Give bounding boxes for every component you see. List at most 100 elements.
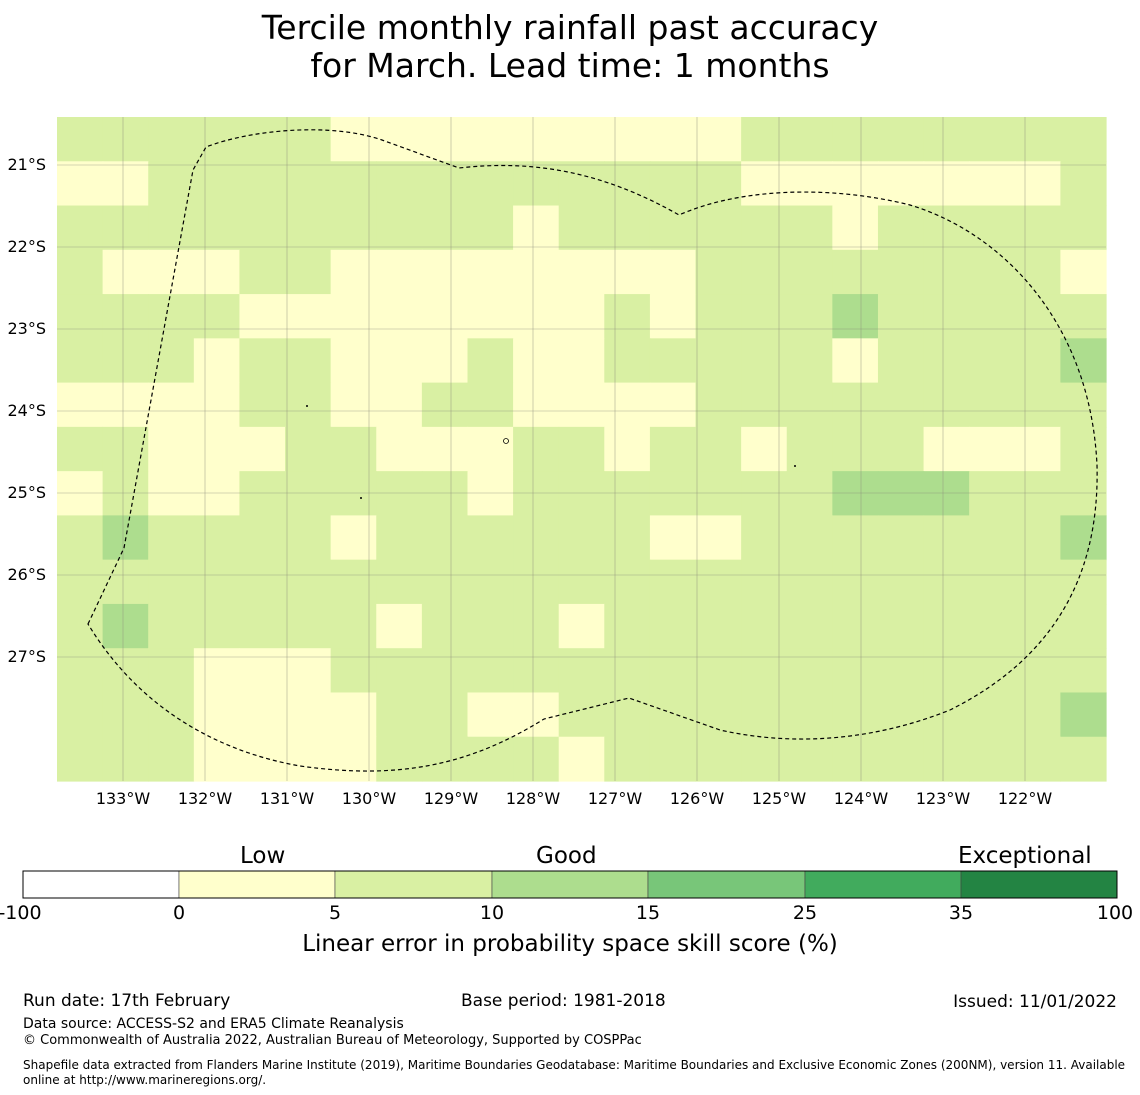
skill-cell <box>193 603 241 649</box>
skill-cell <box>57 161 104 207</box>
skill-cell <box>193 692 241 738</box>
skill-cell <box>467 515 514 561</box>
skill-cell <box>969 559 1016 605</box>
skill-cell <box>57 382 104 428</box>
run-date: Run date: 17th February <box>23 991 231 1011</box>
skill-cell <box>741 338 788 384</box>
lon-label: 124°W <box>833 789 889 808</box>
skill-cell <box>193 426 241 472</box>
skill-cell <box>969 426 1016 472</box>
skill-cell <box>877 736 925 782</box>
skill-cell <box>1060 117 1107 162</box>
skill-cell <box>969 161 1016 207</box>
skill-cell <box>695 692 742 738</box>
lat-label: 24°S <box>7 401 46 420</box>
skill-cell <box>239 294 286 339</box>
skill-cell <box>695 294 742 339</box>
skill-cell <box>102 471 149 516</box>
skill-cell <box>193 161 241 207</box>
skill-cell <box>832 338 879 384</box>
skill-cell <box>57 249 104 295</box>
skill-cell <box>741 471 788 516</box>
lon-label: 125°W <box>751 789 807 808</box>
skill-cell <box>741 603 788 649</box>
colorbar-title: Linear error in probability space skill … <box>302 931 838 957</box>
skill-cell <box>923 294 970 339</box>
skill-cell <box>558 426 605 472</box>
skill-cell <box>695 161 742 207</box>
skill-cell <box>786 692 833 738</box>
lon-label: 123°W <box>915 789 971 808</box>
skill-cell <box>877 648 925 694</box>
skill-cell <box>741 382 788 428</box>
lon-label: 132°W <box>177 789 233 808</box>
skill-cell <box>239 471 286 516</box>
skill-cell <box>57 648 104 694</box>
skill-cell <box>969 603 1016 649</box>
colorbar-tick: 35 <box>948 902 974 924</box>
skill-cell <box>330 294 377 339</box>
skill-cell <box>649 205 697 251</box>
colorbar-tick: 15 <box>635 902 661 924</box>
skill-cell <box>421 382 469 428</box>
skill-cell <box>421 648 469 694</box>
skill-cell <box>148 559 195 605</box>
skill-cell <box>558 161 605 207</box>
skill-cell <box>1060 249 1107 295</box>
skill-cell <box>832 692 879 738</box>
skill-cell <box>376 648 423 694</box>
skill-cell <box>923 161 970 207</box>
base-period: Base period: 1981-2018 <box>461 991 666 1011</box>
skill-cell <box>877 338 925 384</box>
skill-cell <box>239 648 286 694</box>
skill-cell <box>604 249 651 295</box>
skill-cell <box>832 559 879 605</box>
skill-cell <box>741 161 788 207</box>
skill-cell <box>604 515 651 561</box>
colorbar-swatch <box>22 870 180 899</box>
skill-cell <box>285 338 332 384</box>
skill-cell <box>923 736 970 782</box>
skill-cell <box>285 603 332 649</box>
skill-cell <box>1060 338 1107 384</box>
skill-cell <box>786 559 833 605</box>
skill-cell <box>786 294 833 339</box>
skill-cell <box>832 117 879 162</box>
skill-cell <box>877 603 925 649</box>
skill-cell <box>604 692 651 738</box>
skill-cell <box>1060 471 1107 516</box>
skill-cell <box>877 205 925 251</box>
skill-cell <box>832 736 879 782</box>
skill-cell <box>695 736 742 782</box>
skill-cell <box>285 559 332 605</box>
lat-label: 27°S <box>7 647 46 666</box>
colorbar-tick: -100 <box>0 902 42 924</box>
skill-cell <box>1060 692 1107 738</box>
skill-cell <box>832 603 879 649</box>
skill-cell <box>969 648 1016 694</box>
skill-cell <box>285 161 332 207</box>
skill-cell <box>148 515 195 561</box>
colorbar-swatch <box>647 870 806 899</box>
skill-cell <box>1060 603 1107 649</box>
skill-cell <box>741 736 788 782</box>
skill-cell <box>877 249 925 295</box>
shapefile-credit-line2: online at http://www.marineregions.org/. <box>23 1073 267 1087</box>
skill-cell <box>1014 205 1061 251</box>
skill-cell <box>285 294 332 339</box>
skill-cell <box>102 603 149 649</box>
skill-cell <box>832 471 879 516</box>
skill-cell <box>239 736 286 782</box>
skill-cell <box>148 382 195 428</box>
skill-cell <box>376 249 423 295</box>
skill-cell <box>330 648 377 694</box>
skill-cell <box>148 736 195 782</box>
skill-cell <box>695 382 742 428</box>
skill-cell <box>148 205 195 251</box>
skill-cell <box>695 249 742 295</box>
skill-cell <box>832 426 879 472</box>
skill-cell <box>102 161 149 207</box>
skill-cell <box>558 515 605 561</box>
skill-cell <box>285 648 332 694</box>
skill-cell <box>741 559 788 605</box>
